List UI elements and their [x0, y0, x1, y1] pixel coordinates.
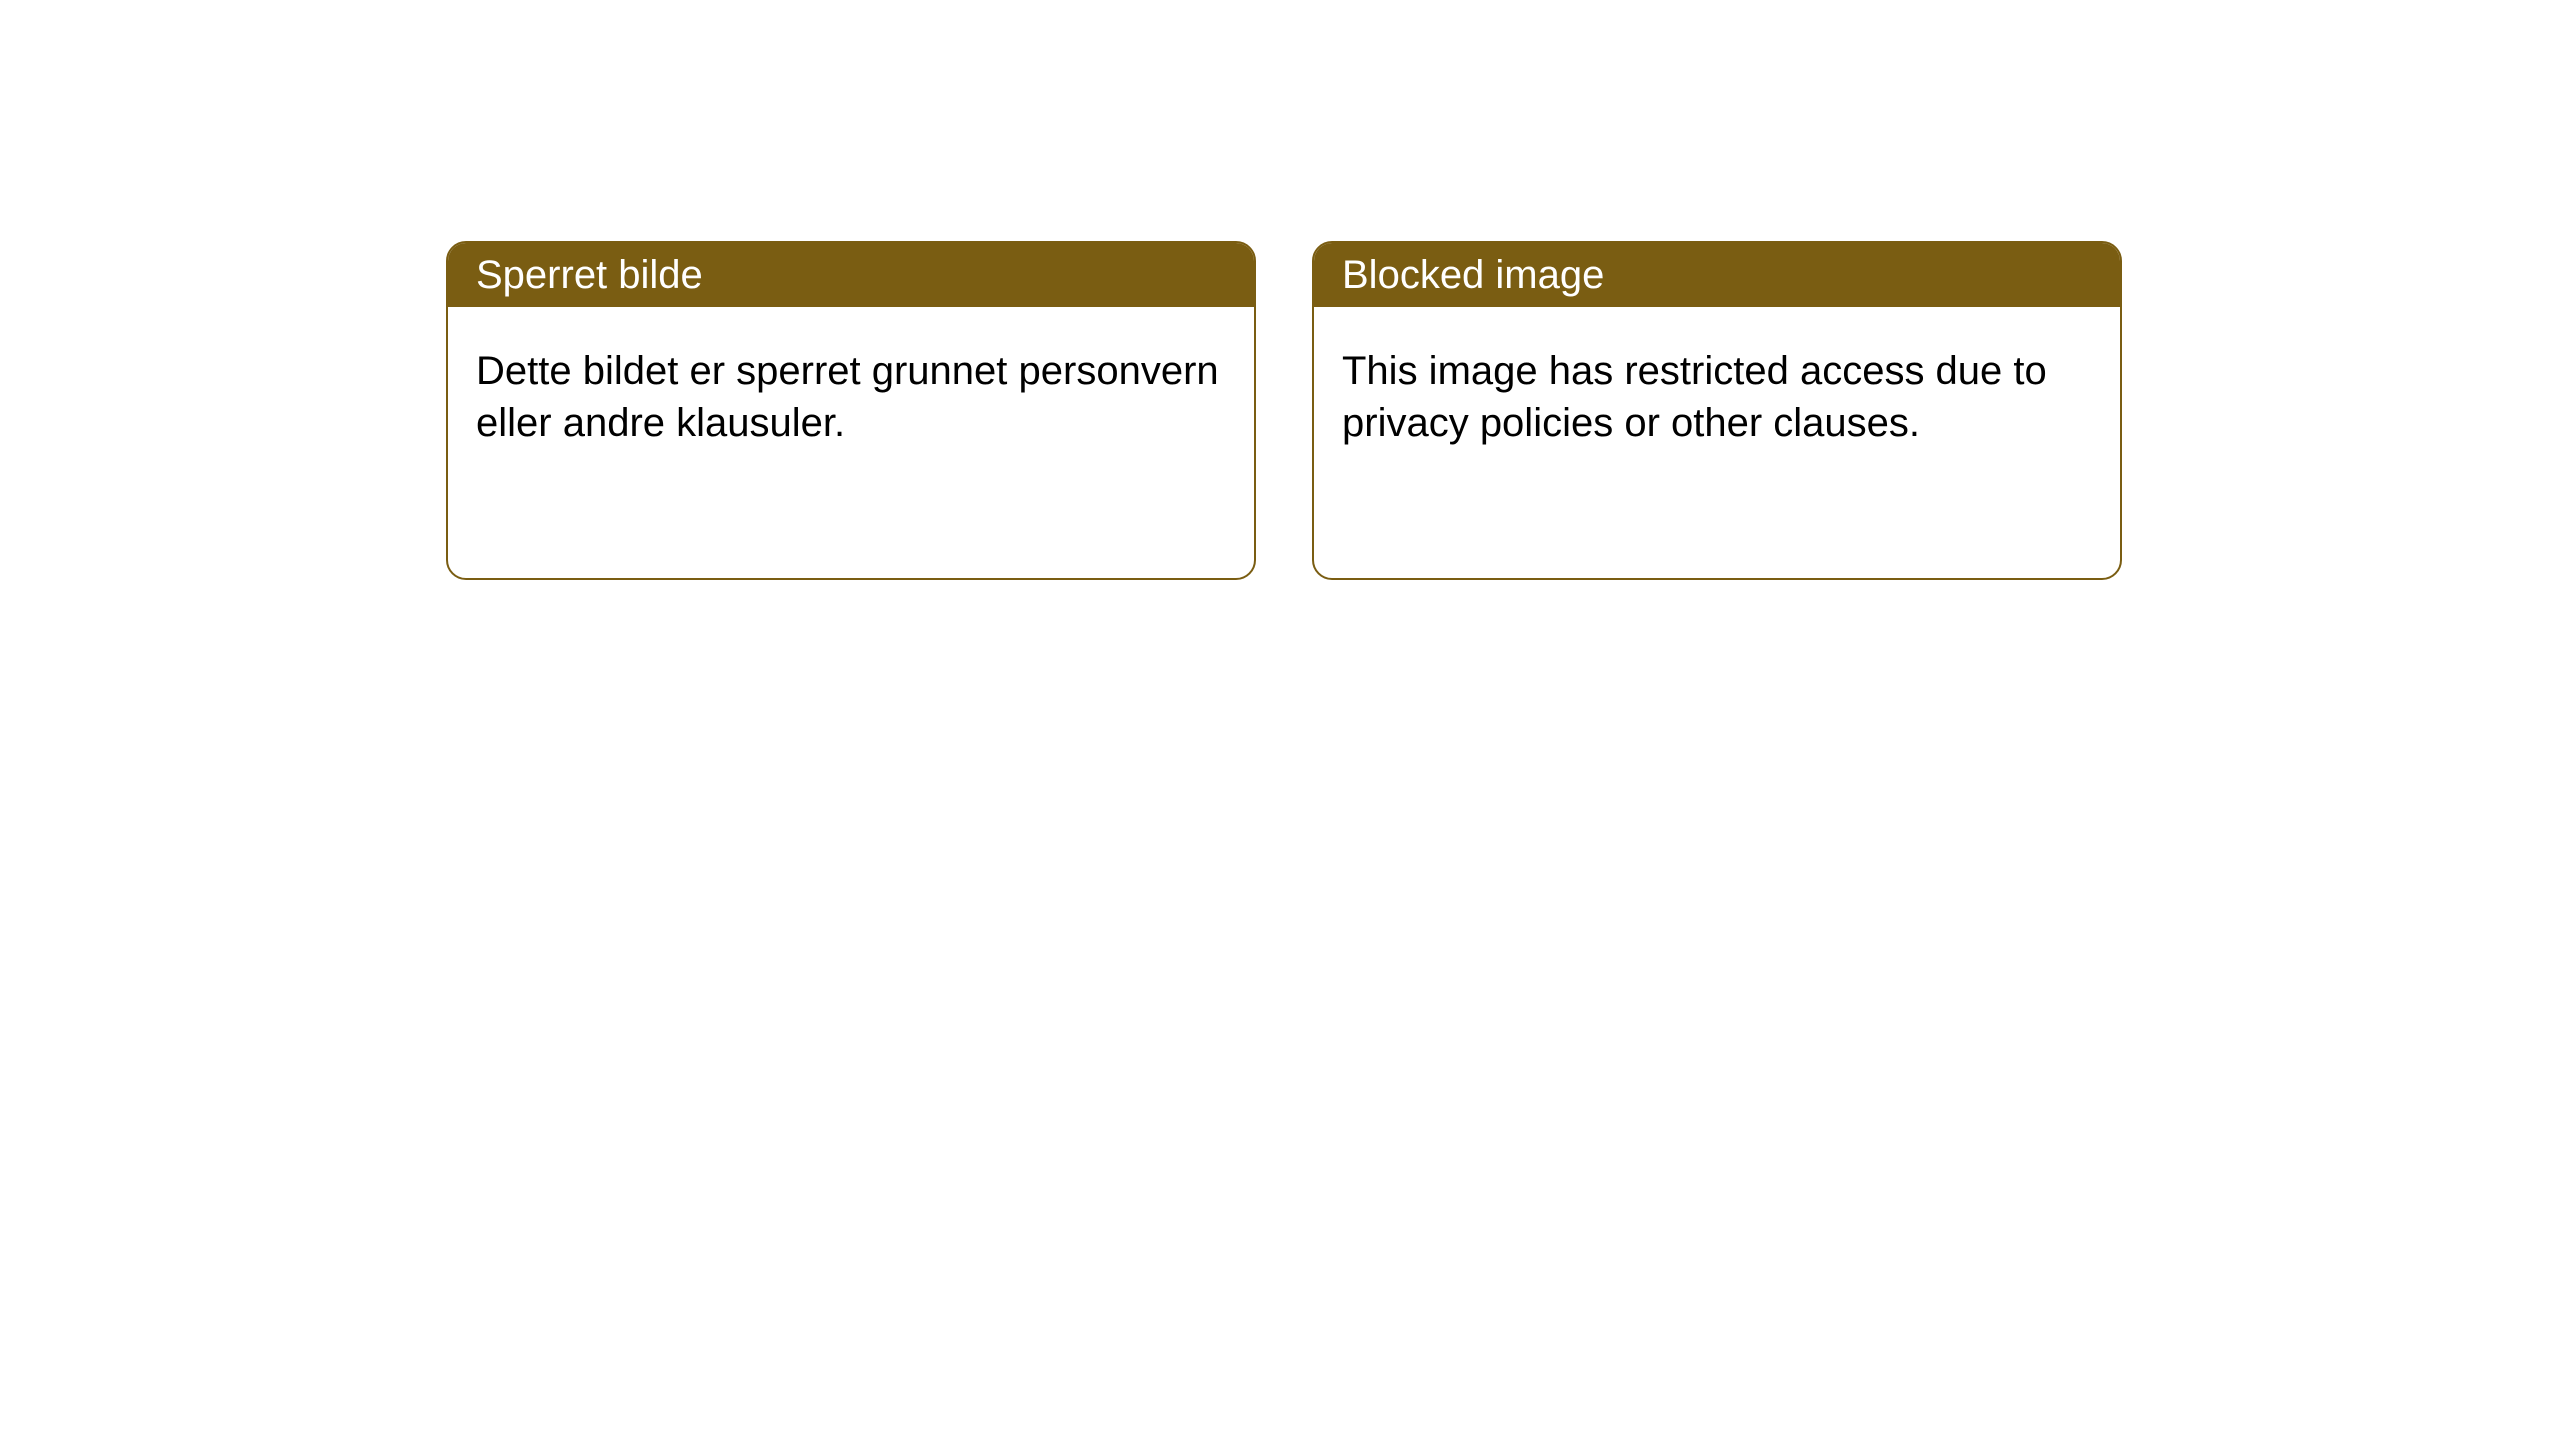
- card-title-no: Sperret bilde: [476, 253, 703, 297]
- card-header-no: Sperret bilde: [448, 243, 1254, 307]
- card-message-no: Dette bildet er sperret grunnet personve…: [476, 349, 1219, 445]
- card-title-en: Blocked image: [1342, 253, 1604, 297]
- blocked-notice-no: Sperret bilde Dette bildet er sperret gr…: [446, 241, 1256, 580]
- card-message-en: This image has restricted access due to …: [1342, 349, 2047, 445]
- notice-cards-container: Sperret bilde Dette bildet er sperret gr…: [446, 241, 2122, 580]
- blocked-notice-en: Blocked image This image has restricted …: [1312, 241, 2122, 580]
- card-body-no: Dette bildet er sperret grunnet personve…: [448, 307, 1254, 487]
- card-header-en: Blocked image: [1314, 243, 2120, 307]
- card-body-en: This image has restricted access due to …: [1314, 307, 2120, 487]
